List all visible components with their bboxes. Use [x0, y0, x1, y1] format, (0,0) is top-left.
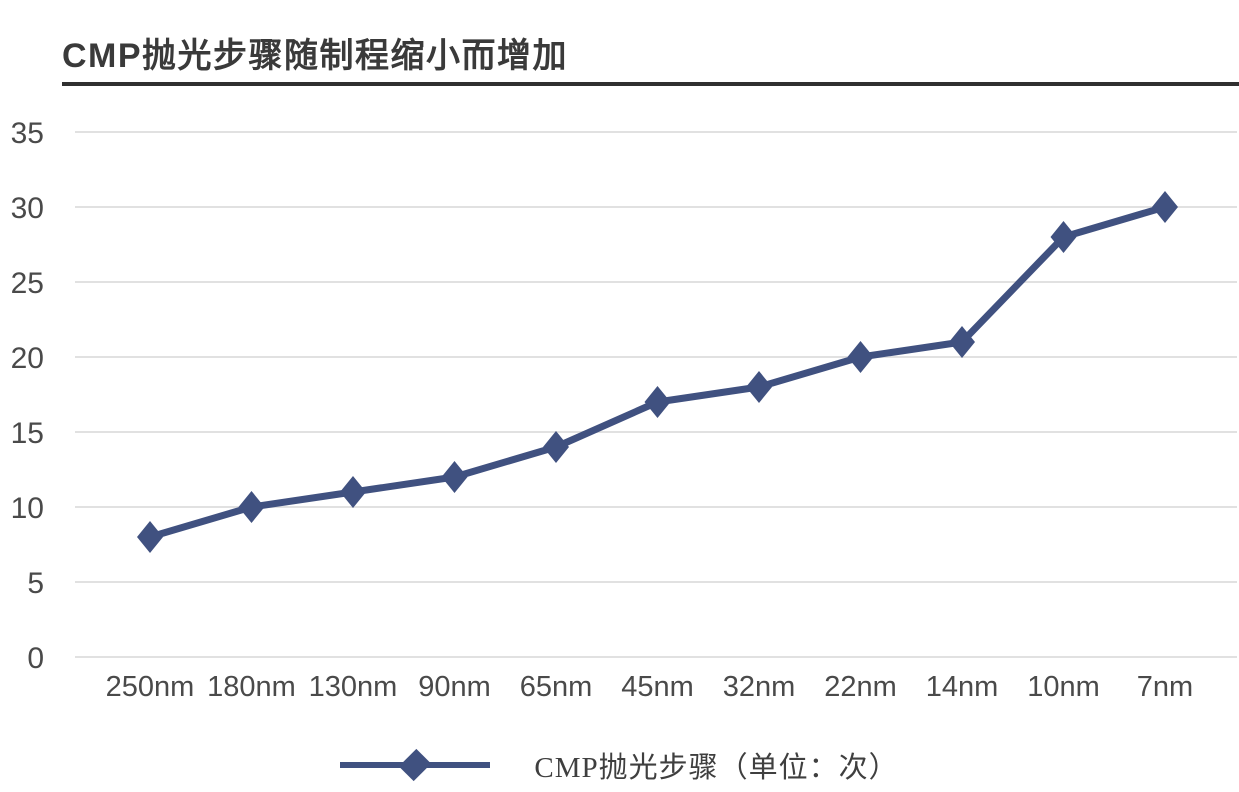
- x-tick-label: 65nm: [520, 671, 593, 703]
- x-tick-label: 130nm: [309, 671, 398, 703]
- data-point-marker: [847, 341, 874, 373]
- title-divider: [62, 82, 1239, 86]
- data-point-marker: [238, 491, 265, 523]
- x-tick-label: 14nm: [926, 671, 999, 703]
- legend: CMP抛光步骤（单位：次）: [0, 740, 1239, 790]
- data-point-marker: [949, 326, 975, 358]
- x-tick-label: 90nm: [418, 671, 491, 703]
- y-tick-label: 35: [11, 117, 44, 150]
- y-tick-label: 25: [11, 267, 44, 300]
- y-tick-label: 5: [27, 567, 44, 600]
- legend-series-label: CMP抛光步骤（单位：次）: [534, 752, 899, 784]
- x-tick-label: 22nm: [824, 671, 897, 703]
- y-tick-label: 15: [11, 417, 44, 450]
- y-tick-label: 0: [27, 642, 44, 675]
- x-tick-label: 10nm: [1027, 671, 1100, 703]
- x-tick-label: 180nm: [207, 671, 296, 703]
- data-point-marker: [644, 386, 671, 418]
- y-tick-label: 30: [11, 192, 44, 225]
- x-tick-label: 32nm: [723, 671, 796, 703]
- x-tick-label: 45nm: [621, 671, 694, 703]
- x-tick-label: 250nm: [106, 671, 195, 703]
- y-tick-label: 10: [11, 492, 44, 525]
- data-point-marker: [746, 371, 772, 403]
- data-point-marker: [340, 476, 366, 508]
- data-point-marker: [137, 521, 163, 553]
- data-point-marker: [543, 431, 569, 463]
- x-tick-label: 7nm: [1137, 671, 1193, 703]
- chart-title: CMP抛光步骤随制程缩小而增加: [62, 37, 569, 75]
- y-tick-label: 20: [11, 342, 44, 375]
- series-line: [146, 203, 1169, 541]
- legend-line-marker: [340, 748, 491, 782]
- data-point-marker: [1152, 191, 1178, 223]
- data-point-marker: [1050, 221, 1077, 253]
- data-point-marker: [441, 461, 468, 493]
- legend-diamond-icon: [399, 748, 432, 782]
